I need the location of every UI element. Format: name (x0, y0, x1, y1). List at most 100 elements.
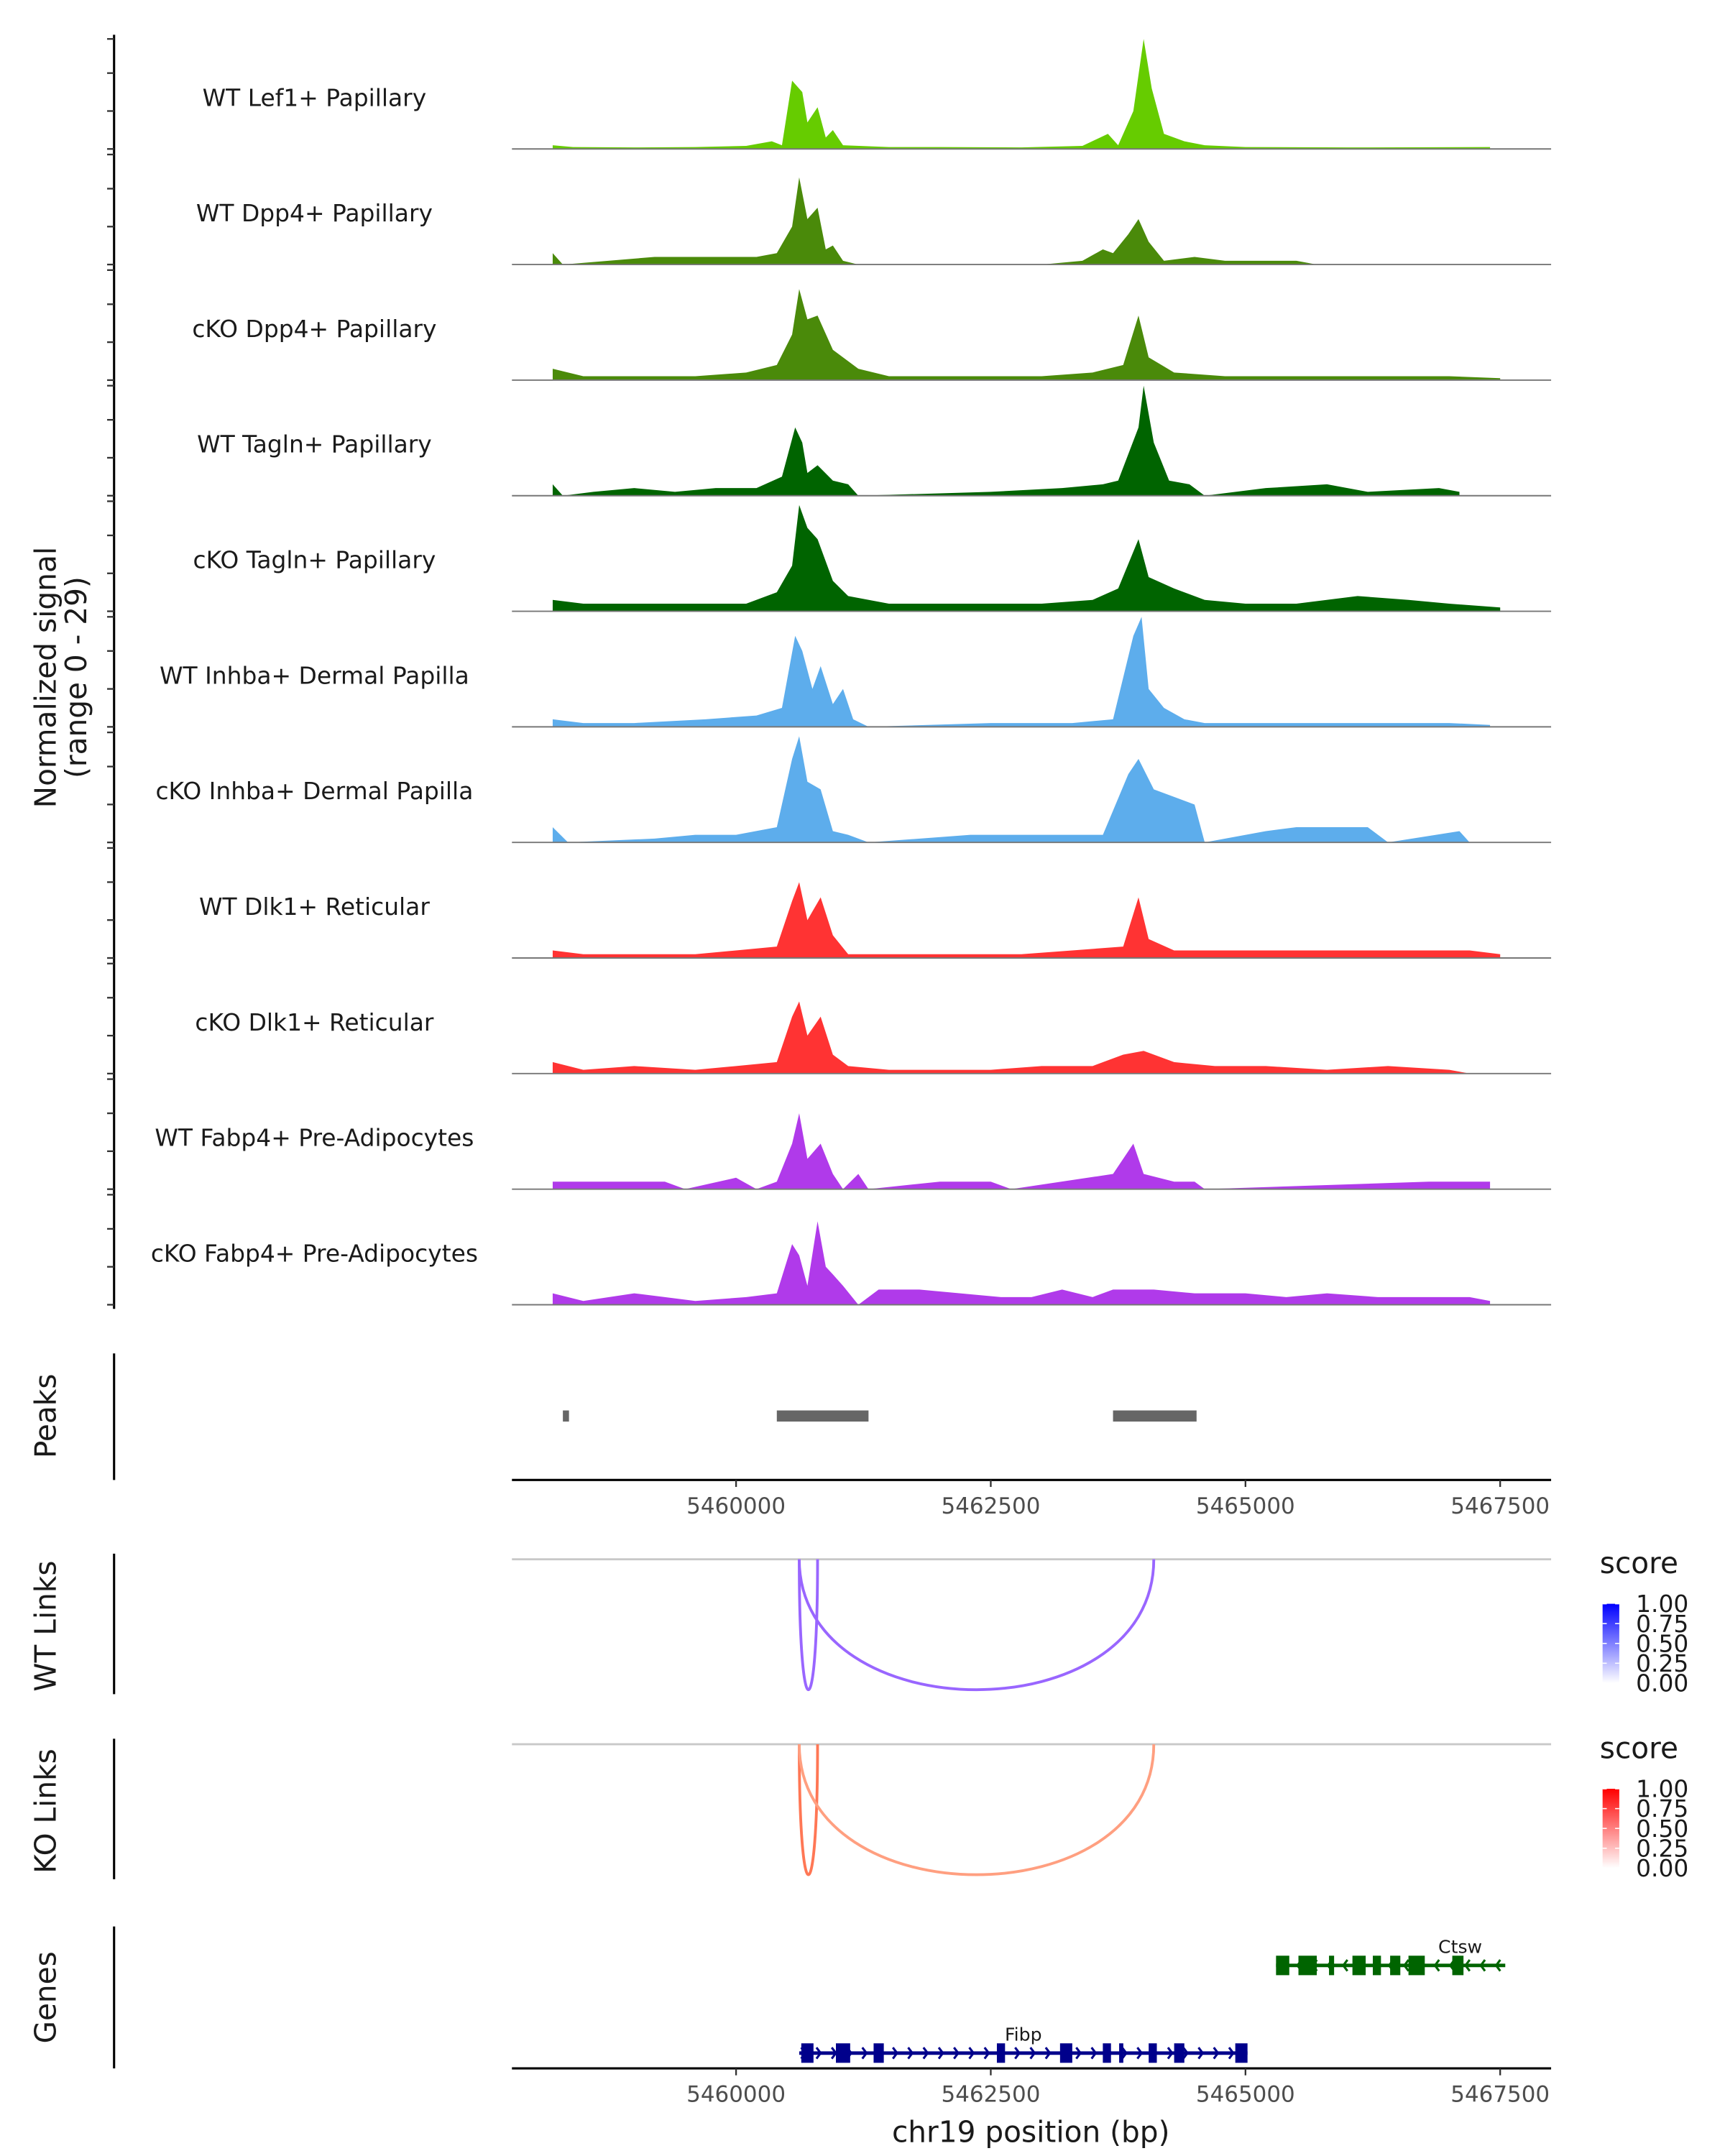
strand-chevron (937, 2047, 944, 2060)
strand-chevron (983, 2047, 990, 2060)
genes-x-axis: 5460000 5462500 5465000 5467500 (512, 2067, 1552, 2108)
strand-chevron (1494, 1959, 1501, 1972)
strand-chevron (1029, 2047, 1036, 2060)
legend-break-label: 0.75 (1636, 1610, 1688, 1638)
strand-chevron (1341, 1959, 1348, 1972)
link-arc (798, 1559, 1156, 1692)
peak-region (776, 1410, 869, 1422)
strand-chevron (1014, 2047, 1021, 2060)
genes-track-label: Genes (28, 1951, 63, 2043)
link-track-label: WT Links (28, 1560, 63, 1691)
coverage-track: WT Dlk1+ Reticular (199, 882, 1552, 959)
gene-exon (1059, 2043, 1072, 2063)
gene-exon (1119, 2043, 1123, 2063)
gene-model: Fibp (799, 2024, 1248, 2063)
coverage-area (552, 289, 1501, 380)
coverage-track: cKO Tagln+ Papillary (193, 505, 1552, 612)
link-track-label: KO Links (28, 1749, 63, 1874)
x-tick-label: 5460000 (686, 1493, 786, 1519)
track-label: WT Fabp4+ Pre-Adipocytes (155, 1124, 474, 1152)
coverage-track: WT Inhba+ Dermal Papilla (160, 617, 1552, 728)
track-label: WT Dpp4+ Papillary (196, 199, 433, 227)
strand-chevron (1213, 2047, 1220, 2060)
coverage-track: WT Dpp4+ Papillary (196, 177, 1552, 266)
signal-y-label-line2: (range 0 - 29) (59, 576, 93, 778)
legend-break-label: 0.00 (1636, 1854, 1688, 1882)
coverage-area (552, 882, 1501, 959)
gene-exon (836, 2043, 850, 2063)
legend-title: score (1600, 1546, 1678, 1580)
coverage-area (552, 617, 1491, 727)
coverage-area (552, 736, 1470, 843)
legend-break-label: 1.00 (1636, 1775, 1688, 1803)
coverage-area (552, 505, 1501, 612)
link-arc (798, 1744, 1156, 1876)
coverage-area (552, 385, 1460, 496)
gene-exon (1276, 1955, 1289, 1976)
link-track: WT Links score 1.000.750.500.250.00 (28, 1546, 1688, 1697)
coverage-track: WT Tagln+ Papillary (197, 385, 1552, 497)
coverage-tracks: WT Lef1+ Papillary WT Dpp4+ Papillary cKO … (151, 39, 1552, 1306)
strand-chevron (1197, 2047, 1205, 2060)
track-label: WT Dlk1+ Reticular (199, 893, 430, 921)
strand-chevron (953, 2047, 960, 2060)
x-tick-label: 5465000 (1196, 1493, 1295, 1519)
strand-chevron (922, 2047, 929, 2060)
strand-chevron (1433, 1959, 1440, 1972)
peaks-track (563, 1410, 1197, 1422)
strand-chevron (1228, 2047, 1235, 2060)
gene-exon (1408, 1955, 1425, 1976)
strand-chevron (815, 2047, 822, 2060)
strand-chevron (1136, 2047, 1144, 2060)
coverage-area (552, 39, 1491, 149)
x-tick-label: 5462500 (942, 1493, 1041, 1519)
track-label: WT Tagln+ Papillary (197, 430, 432, 459)
coverage-area (552, 1001, 1470, 1074)
strand-chevron (1464, 1959, 1471, 1972)
gene-exon (1329, 1955, 1335, 1976)
genes-track: Ctsw Fibp (799, 1936, 1506, 2063)
link-track: KO Links score 1.000.750.500.250.00 (28, 1731, 1688, 1882)
legend-break-label: 0.00 (1636, 1669, 1688, 1697)
track-label: cKO Tagln+ Papillary (193, 546, 436, 574)
legend-break-label: 1.00 (1636, 1590, 1688, 1618)
coverage-area (552, 1113, 1491, 1189)
track-label: cKO Dpp4+ Papillary (192, 315, 436, 343)
strand-chevron (892, 2047, 898, 2060)
gene-exon (1452, 1955, 1464, 1976)
strand-chevron (1044, 2047, 1052, 2060)
coverage-track: WT Lef1+ Papillary (203, 39, 1552, 150)
gene-model: Ctsw (1276, 1936, 1506, 1976)
track-label: cKO Inhba+ Dermal Papilla (155, 777, 473, 805)
strand-chevron (1167, 2047, 1174, 2060)
strand-chevron (861, 2047, 868, 2060)
gene-exon (1390, 1955, 1401, 1976)
track-label: WT Inhba+ Dermal Papilla (160, 661, 469, 689)
peak-region (1113, 1410, 1197, 1422)
gene-exon (1103, 2043, 1111, 2063)
gene-exon (1235, 2043, 1248, 2063)
gene-exon (801, 2043, 814, 2063)
legend-break-label: 0.25 (1636, 1834, 1688, 1862)
gene-exon (1174, 2043, 1184, 2063)
gene-exon (1373, 1955, 1381, 1976)
legend-break-label: 0.50 (1636, 1815, 1688, 1843)
track-label: cKO Fabp4+ Pre-Adipocytes (151, 1239, 478, 1267)
signal-y-ticks (107, 38, 114, 1306)
strand-chevron (1479, 1959, 1486, 1972)
strand-chevron (1090, 2047, 1098, 2060)
gene-exon (1352, 1955, 1366, 1976)
coverage-track: cKO Dpp4+ Papillary (192, 289, 1552, 381)
coverage-track: cKO Dlk1+ Reticular (195, 1001, 1552, 1074)
gene-name-label: Ctsw (1438, 1936, 1482, 1957)
legend-break-label: 0.25 (1636, 1649, 1688, 1677)
x-tick-label: 5465000 (1196, 2082, 1295, 2108)
strand-chevron (1403, 1959, 1409, 1972)
x-tick-label: 5467500 (1450, 1493, 1550, 1519)
x-axis-title: chr19 position (bp) (892, 2115, 1169, 2150)
peaks-track-label: Peaks (28, 1374, 63, 1459)
track-label: cKO Dlk1+ Reticular (195, 1008, 434, 1036)
x-tick-label: 5460000 (686, 2082, 786, 2108)
